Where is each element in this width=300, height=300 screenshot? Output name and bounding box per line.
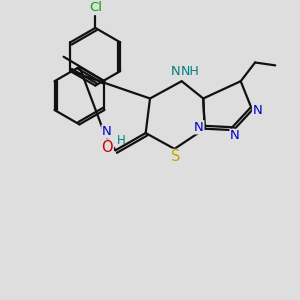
- Text: N: N: [102, 125, 112, 138]
- Text: S: S: [171, 149, 181, 164]
- Text: N: N: [170, 65, 180, 79]
- Text: NH: NH: [180, 64, 199, 78]
- Text: H: H: [117, 134, 126, 147]
- Text: H: H: [176, 65, 184, 79]
- Text: N: N: [253, 103, 262, 116]
- Text: O: O: [102, 140, 113, 155]
- Text: Cl: Cl: [89, 1, 102, 14]
- Text: N: N: [194, 121, 204, 134]
- Text: N: N: [230, 129, 240, 142]
